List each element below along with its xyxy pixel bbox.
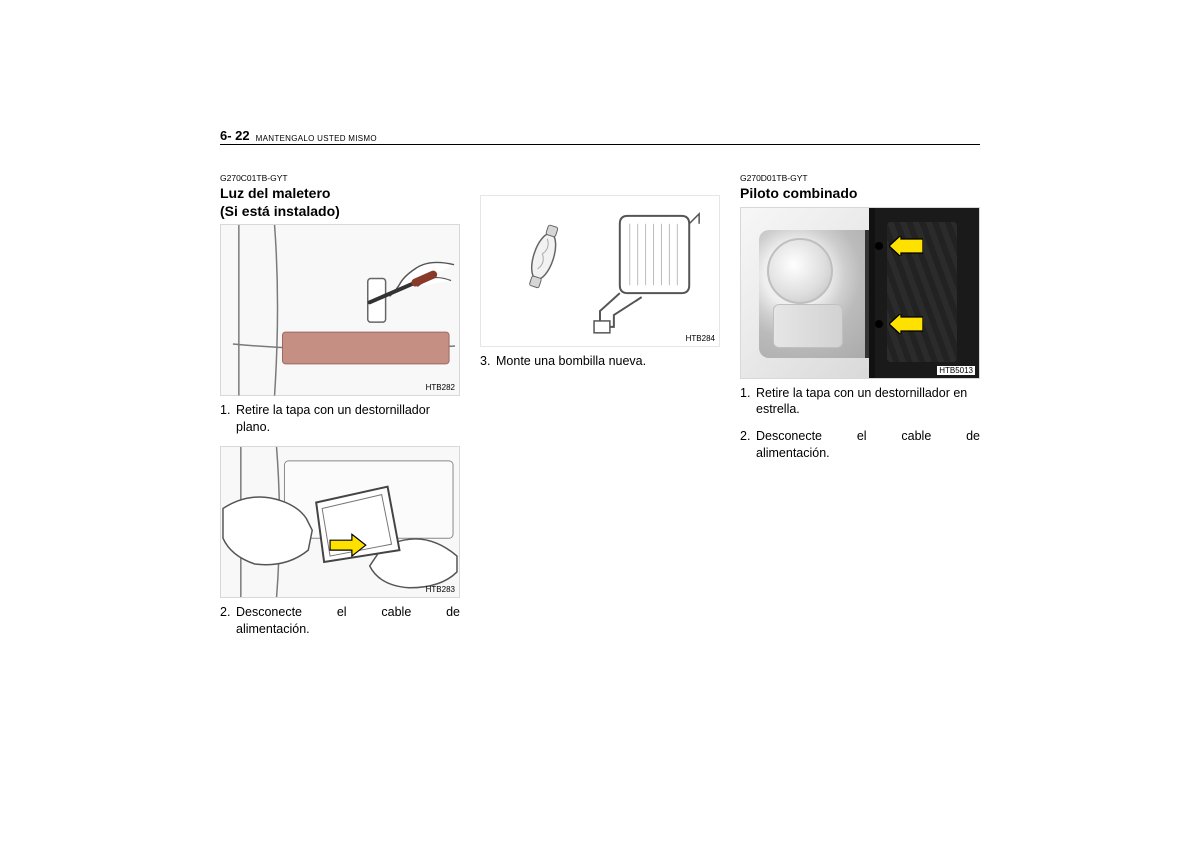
step-number: 1.: [740, 385, 756, 419]
step-text-line: alimentación.: [756, 445, 980, 462]
step-number: 2.: [220, 604, 236, 638]
screw-hole-icon: [875, 320, 883, 328]
arrow-callout-icon: [889, 314, 923, 334]
step-1: 1. Retire la tapa con un destornillador …: [220, 402, 460, 436]
step-text: Monte una bombilla nueva.: [496, 353, 720, 370]
page-header: 6- 22 MANTENGALO USTED MISMO: [220, 128, 980, 145]
spacer: [480, 173, 720, 195]
tail-lamp-lens: [759, 230, 869, 358]
step-number: 3.: [480, 353, 496, 370]
figure-label: HTB284: [686, 334, 715, 343]
step-text-line: Desconecte el cable de: [756, 428, 980, 445]
step-text: Retire la tapa con un destornillador pla…: [236, 402, 460, 436]
figure-htb284: HTB284: [480, 195, 720, 347]
diagram-disconnect-cable: [221, 447, 459, 598]
page-number: 6- 22: [220, 128, 250, 143]
ref-code-1: G270C01TB-GYT: [220, 173, 460, 183]
step-text: Retire la tapa con un destornillador en …: [756, 385, 980, 419]
step-1: 1. Retire la tapa con un destornillador …: [740, 385, 980, 419]
figure-label: HTB282: [426, 383, 455, 392]
column-2: HTB284 3. Monte una bombilla nueva.: [480, 173, 720, 648]
step-2: 2. Desconecte el cable de alimentación.: [740, 428, 980, 462]
step-text: Desconecte el cable de alimentación.: [756, 428, 980, 462]
diagram-new-bulb: [481, 196, 719, 347]
figure-htb5013: HTB5013: [740, 207, 980, 379]
step-number: 2.: [740, 428, 756, 462]
title-luz-maletero: Luz del maletero (Si está instalado): [220, 185, 460, 220]
step-2: 2. Desconecte el cable de alimentación.: [220, 604, 460, 638]
step-text-line: alimentación.: [236, 621, 460, 638]
step-text: Desconecte el cable de alimentación.: [236, 604, 460, 638]
figure-label: HTB5013: [937, 366, 975, 375]
figure-label: HTB283: [426, 585, 455, 594]
diagram-remove-cover: [221, 225, 459, 396]
manual-page: 6- 22 MANTENGALO USTED MISMO G270C01TB-G…: [220, 128, 980, 648]
step-3: 3. Monte una bombilla nueva.: [480, 353, 720, 370]
column-1: G270C01TB-GYT Luz del maletero (Si está …: [220, 173, 460, 648]
section-title: MANTENGALO USTED MISMO: [256, 134, 377, 143]
content-columns: G270C01TB-GYT Luz del maletero (Si está …: [220, 173, 980, 648]
arrow-callout-icon: [889, 236, 923, 256]
title-line: Luz del maletero: [220, 185, 330, 201]
title-line: (Si está instalado): [220, 203, 340, 219]
column-3: G270D01TB-GYT Piloto combinado: [740, 173, 980, 648]
step-text-line: Desconecte el cable de: [236, 604, 460, 621]
title-piloto-combinado: Piloto combinado: [740, 185, 980, 203]
panel-seam: [869, 208, 875, 378]
figure-htb282: HTB282: [220, 224, 460, 396]
ref-code-2: G270D01TB-GYT: [740, 173, 980, 183]
trunk-interior: [869, 208, 979, 378]
figure-htb283: HTB283: [220, 446, 460, 598]
step-number: 1.: [220, 402, 236, 436]
screw-hole-icon: [875, 242, 883, 250]
